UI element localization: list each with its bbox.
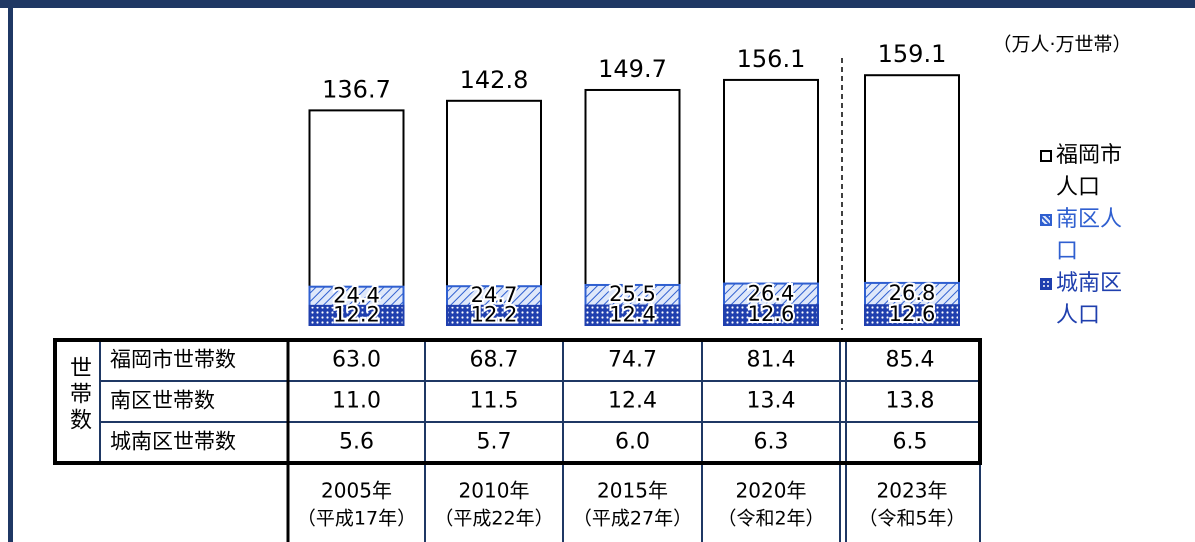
- x-tick-label: （令和5年）: [858, 508, 965, 530]
- x-tick-label: 2015年: [597, 479, 668, 503]
- bar: [723, 304, 819, 326]
- data-label: 24.4: [333, 283, 380, 307]
- data-label: 12.6: [748, 302, 795, 326]
- table-cell: 13.8: [886, 389, 935, 414]
- table-cell: 11.0: [332, 389, 381, 414]
- bar: [864, 304, 960, 326]
- legend-icon: [1040, 278, 1052, 290]
- x-tick-label: 2020年: [736, 479, 807, 503]
- legend-item: 城南区人口: [1040, 268, 1124, 332]
- legend-icon: [1040, 150, 1052, 162]
- data-label: 156.1: [737, 45, 806, 73]
- x-tick-label: （平成22年）: [434, 508, 553, 530]
- x-tick-label: 2005年: [321, 479, 392, 503]
- table-cell: 13.4: [747, 389, 796, 414]
- table-cell: 81.4: [747, 348, 796, 373]
- data-label: 24.7: [471, 283, 518, 307]
- data-label: 25.5: [609, 282, 656, 306]
- left-frame: [8, 0, 13, 542]
- row-label: 福岡市世帯数: [110, 348, 236, 372]
- bar: [308, 304, 405, 327]
- legend: 福岡市人口南区人口城南区人口: [1040, 140, 1124, 332]
- row-label: 城南区世帯数: [110, 430, 236, 454]
- legend-item: 南区人口: [1040, 204, 1124, 268]
- data-label: 12.2: [471, 302, 518, 326]
- legend-label: 城南区人口: [1056, 271, 1123, 328]
- legend-icon: [1040, 214, 1052, 226]
- data-label: 12.4: [609, 302, 656, 326]
- bar: [584, 304, 681, 327]
- table-cell: 12.4: [608, 389, 657, 414]
- row-label: 南区世帯数: [110, 389, 215, 413]
- legend-label: 南区人口: [1056, 207, 1123, 264]
- table-cell: 5.7: [477, 430, 512, 455]
- table-cell: 5.6: [339, 430, 374, 455]
- x-tick-label: （平成17年）: [297, 508, 416, 530]
- data-label: 26.4: [748, 281, 795, 305]
- x-tick-label: 2023年: [877, 479, 948, 503]
- table-cell: 11.5: [470, 389, 519, 414]
- table-cell: 6.0: [615, 430, 650, 455]
- table-cell: 6.5: [893, 430, 928, 455]
- table-title: 世帯数: [66, 356, 92, 434]
- bar: [446, 304, 542, 327]
- data-label: 26.8: [889, 281, 936, 305]
- data-label: 159.1: [878, 40, 947, 68]
- top-frame: [0, 0, 1195, 8]
- data-label: 142.8: [460, 66, 529, 94]
- data-label: 149.7: [598, 55, 667, 83]
- data-label: 12.2: [333, 302, 380, 326]
- table-cell: 74.7: [608, 348, 657, 373]
- legend-label: 福岡市人口: [1056, 143, 1123, 200]
- data-label: 12.6: [889, 302, 936, 326]
- table-cell: 85.4: [886, 348, 935, 373]
- table-cell: 63.0: [332, 348, 381, 373]
- unit-label: （万人·万世帯）: [992, 34, 1131, 56]
- x-tick-label: 2010年: [459, 479, 530, 503]
- table-border: [53, 338, 982, 465]
- legend-item: 福岡市人口: [1040, 140, 1124, 204]
- x-tick-label: （令和2年）: [717, 508, 824, 530]
- x-tick-label: （平成27年）: [573, 508, 692, 530]
- data-label: 136.7: [322, 75, 391, 103]
- table-cell: 6.3: [754, 430, 789, 455]
- table-cell: 68.7: [470, 348, 519, 373]
